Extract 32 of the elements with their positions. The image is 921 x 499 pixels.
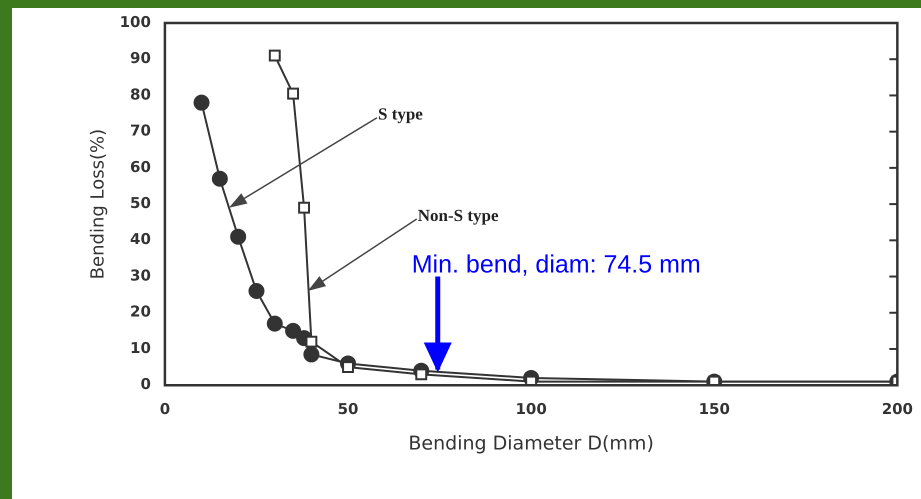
point: [212, 170, 228, 187]
x-tick-label: 200: [882, 400, 913, 418]
y-tick-label: 60: [130, 158, 151, 176]
x-tick-label: 0: [160, 400, 170, 418]
point: [266, 316, 283, 332]
point: [287, 88, 300, 100]
point: [230, 228, 246, 245]
point: [194, 94, 210, 111]
y-axis-title: Bending Loss(%): [87, 128, 108, 280]
annotation: Non-S type: [418, 206, 499, 226]
x-tick-label: 150: [698, 400, 730, 418]
y-tick-label: 80: [130, 85, 151, 104]
y-tick-label: 0: [140, 375, 151, 394]
y-tick-label: 90: [130, 49, 151, 68]
x-tick-label: 100: [515, 400, 547, 418]
x-axis-title: Bending Diameter D(mm): [408, 432, 654, 455]
annotation: S type: [378, 104, 424, 124]
y-tick-label: 50: [130, 194, 151, 212]
y-tick-label: 40: [130, 230, 151, 248]
point: [285, 322, 302, 339]
y-tick-label: 20: [130, 302, 151, 321]
y-tick-label: 70: [130, 122, 151, 140]
point: [268, 50, 281, 62]
y-tick-label: 100: [120, 12, 151, 31]
point: [298, 202, 310, 214]
point: [248, 283, 264, 300]
point: [303, 346, 320, 362]
point: [305, 336, 318, 348]
x-tick-label: 50: [338, 400, 358, 418]
y-tick-label: 30: [130, 266, 151, 284]
annotation: Min. bend, diam: 74.5 mm: [412, 250, 701, 279]
y-tick-label: 10: [130, 338, 151, 357]
